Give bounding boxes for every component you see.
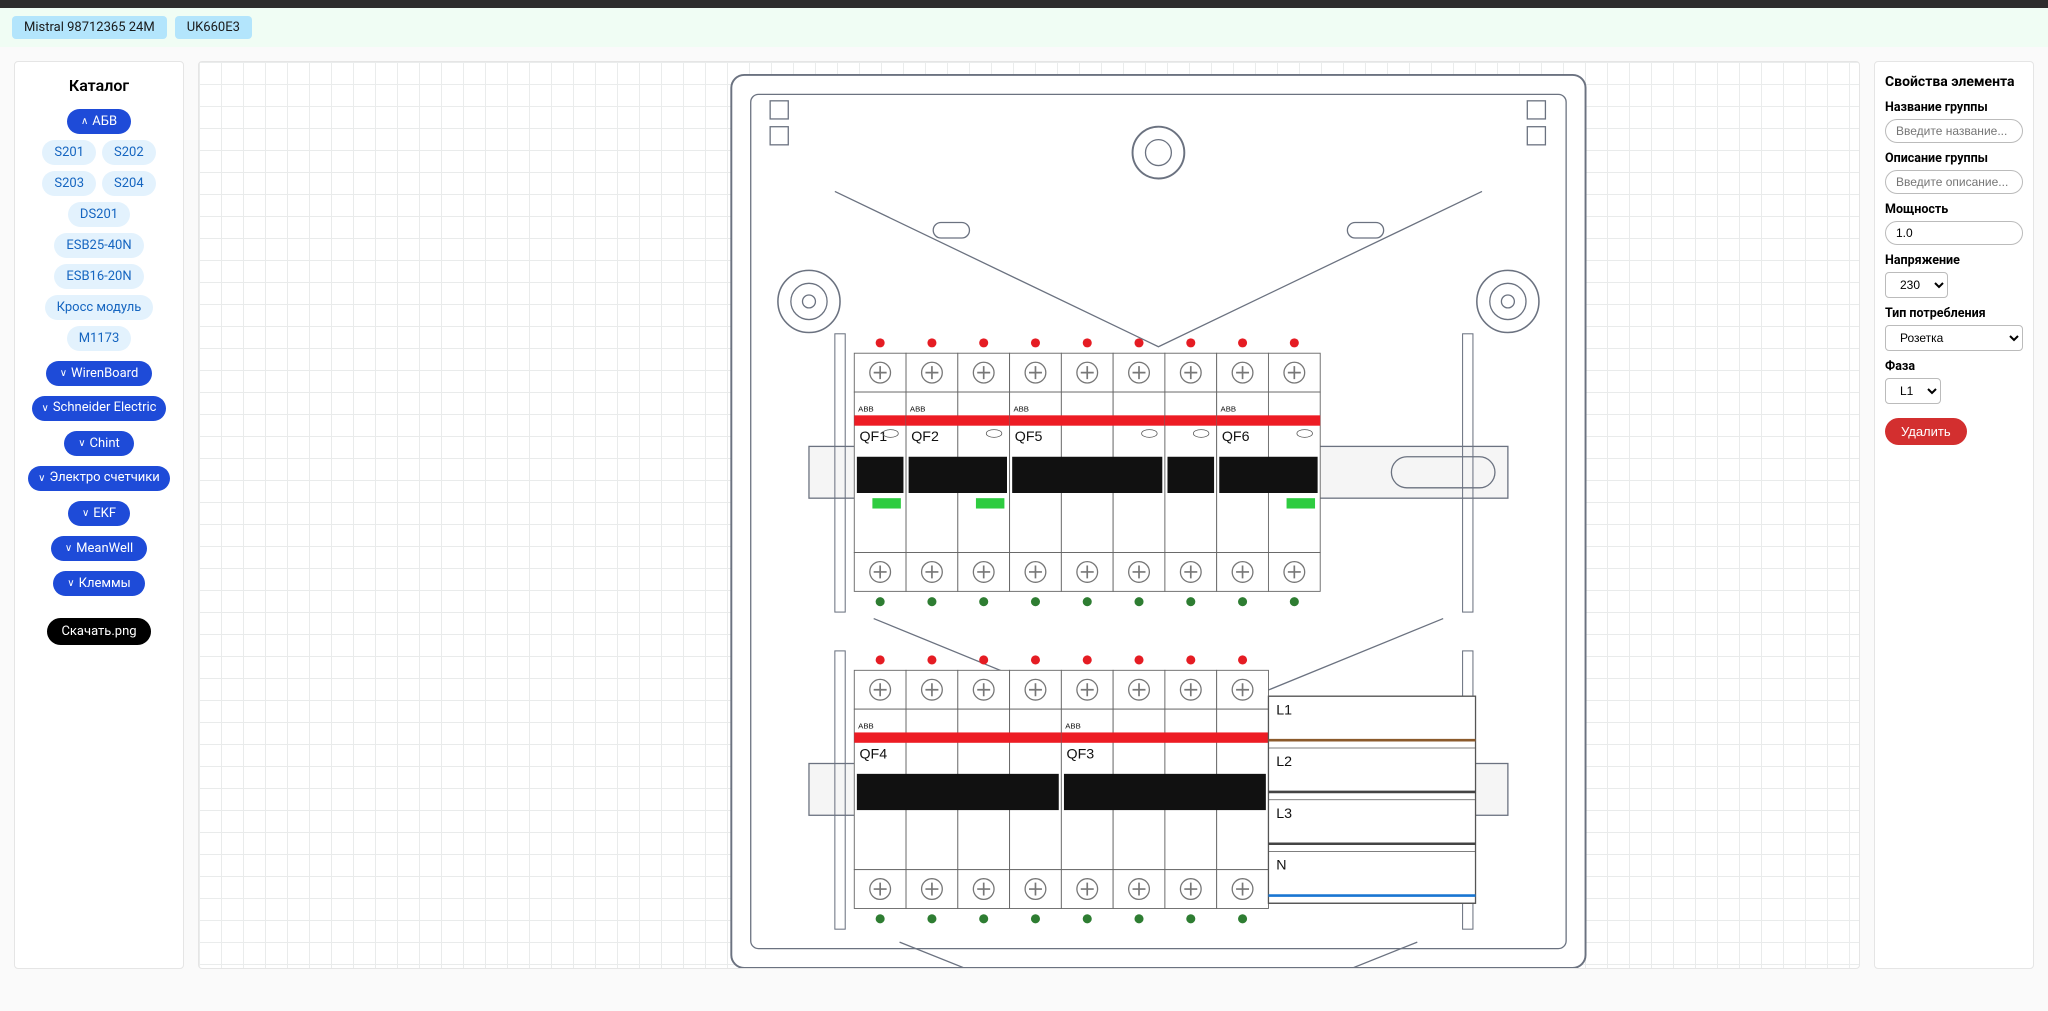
chevron-down-icon: ∨ [82,508,89,519]
chevron-down-icon: ∨ [60,368,67,379]
catalog-sidebar: Каталог ∧ АБB S201 S202 S203 S204 DS201 E… [14,61,184,969]
prop-label-power: Мощность [1885,202,2023,217]
chevron-down-icon: ∨ [38,473,45,485]
catalog-item-m1173[interactable]: M1173 [67,326,132,351]
properties-title: Свойства элемента [1885,74,2023,90]
svg-text:ABB: ABB [1013,404,1029,413]
chevron-down-icon: ∨ [65,543,72,554]
project-tag[interactable]: Mistral 98712365 24M [12,16,167,39]
catalog-header-label: Электро счетчики [50,471,160,486]
prop-label-group-name: Название группы [1885,100,2023,115]
catalog-item-esb16[interactable]: ESB16-20N [54,264,143,289]
svg-text:L1: L1 [1276,702,1292,718]
catalog-header-meters[interactable]: ∨ Электро счетчики [28,466,170,491]
catalog-header-chint[interactable]: ∨ Chint [64,431,134,456]
project-tags-bar: Mistral 98712365 24M UK660E3 [0,8,2048,47]
svg-text:ABB: ABB [858,722,874,731]
catalog-header-schneider[interactable]: ∨ Schneider Electric [32,396,167,421]
svg-text:QF2: QF2 [911,429,939,445]
chevron-up-icon: ∧ [81,116,88,127]
catalog-header-label: Schneider Electric [53,401,157,416]
catalog-header-label: АБB [92,114,117,129]
svg-text:QF5: QF5 [1015,429,1043,445]
project-tag[interactable]: UK660E3 [175,16,252,39]
catalog-item-s202[interactable]: S202 [102,140,156,165]
description-input[interactable] [1885,170,2023,194]
catalog-header-terminals[interactable]: ∨ Клеммы [53,571,144,596]
delete-button[interactable]: Удалить [1885,418,1967,445]
chevron-down-icon: ∨ [67,578,74,589]
phase-select[interactable]: L1L2L3N [1885,378,1941,404]
catalog-header-label: EKF [93,506,116,521]
catalog-item-s201[interactable]: S201 [42,140,96,165]
catalog-item-ds201[interactable]: DS201 [68,202,130,227]
svg-text:ABB: ABB [1065,722,1081,731]
catalog-header-abb[interactable]: ∧ АБB [67,109,131,134]
catalog-item-s203[interactable]: S203 [42,171,96,196]
window-titlebar [0,0,2048,8]
svg-text:ABB: ABB [858,404,874,413]
design-canvas[interactable]: ABB QF1 ABB QF2 ABB QF5 ABB QF6 ABB QF4 ABB QF3 L1 L2… [198,61,1860,969]
power-input[interactable] [1885,221,2023,245]
catalog-title: Каталог [25,76,173,95]
svg-text:L2: L2 [1276,754,1292,770]
chevron-down-icon: ∨ [78,438,85,449]
svg-text:QF4: QF4 [859,746,887,762]
catalog-header-ekf[interactable]: ∨ EKF [68,501,130,526]
svg-text:QF1: QF1 [859,429,887,445]
svg-text:QF3: QF3 [1067,746,1095,762]
voltage-select[interactable]: 230400 [1885,272,1948,298]
catalog-header-label: WirenBoard [71,366,138,381]
svg-text:N: N [1276,858,1286,874]
chevron-down-icon: ∨ [42,403,49,415]
properties-sidebar: Свойства элемента Название группы Описан… [1874,61,2034,969]
catalog-header-label: MeanWell [76,541,133,556]
download-png-button[interactable]: Скачать.png [47,618,150,645]
prop-label-consumption: Тип потребления [1885,306,2023,321]
svg-text:QF6: QF6 [1222,429,1250,445]
catalog-item-esb25[interactable]: ESB25-40N [54,233,143,258]
catalog-group-abb: ∧ АБB S201 S202 S203 S204 DS201 ESB25-40N… [25,109,173,351]
prop-label-voltage: Напряжение [1885,253,2023,268]
svg-text:ABB: ABB [910,404,926,413]
consumption-select[interactable]: РозеткаОсвещениеКондиционер [1885,325,2023,351]
catalog-header-label: Chint [90,436,120,451]
catalog-item-s204[interactable]: S204 [102,171,156,196]
svg-text:ABB: ABB [1221,404,1237,413]
svg-text:L3: L3 [1276,806,1292,822]
catalog-header-meanwell[interactable]: ∨ MeanWell [51,536,147,561]
group-name-input[interactable] [1885,119,2023,143]
catalog-header-wirenboard[interactable]: ∨ WirenBoard [46,361,153,386]
enclosure-drawing: ABB QF1 ABB QF2 ABB QF5 ABB QF6 ABB QF4 ABB QF3 L1 L2… [199,62,1859,968]
catalog-header-label: Клеммы [79,576,131,591]
catalog-item-cross[interactable]: Кросс модуль [45,295,154,320]
prop-label-description: Описание группы [1885,151,2023,166]
prop-label-phase: Фаза [1885,359,2023,374]
